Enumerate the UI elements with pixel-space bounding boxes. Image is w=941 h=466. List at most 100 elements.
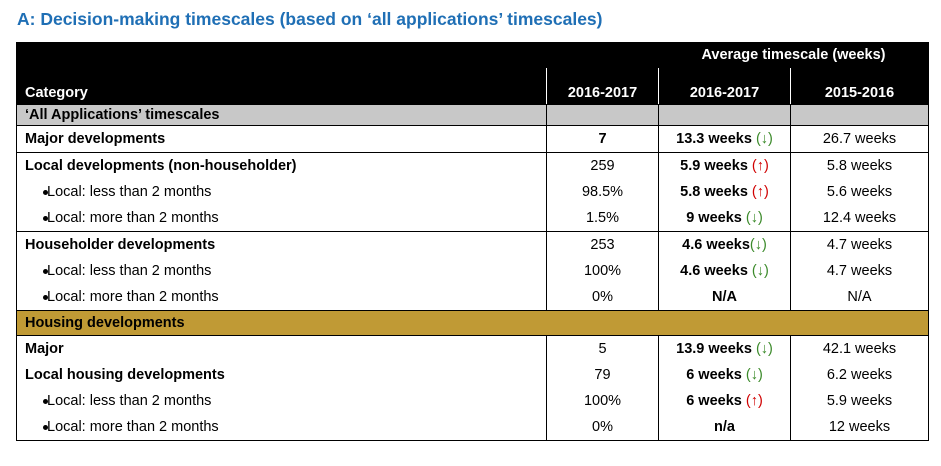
row-previous: 6.2 weeks — [790, 362, 929, 388]
row-label: Local: more than 2 months — [16, 414, 547, 441]
bullet-icon — [43, 425, 48, 430]
row-label-text: Local: more than 2 months — [47, 210, 219, 226]
row-previous: N/A — [790, 284, 929, 311]
row-previous: 26.7 weeks — [790, 125, 929, 153]
current-year-header: 2016-2017 — [658, 67, 791, 105]
row-previous: 42.1 weeks — [790, 335, 929, 362]
row-label-text: Local: more than 2 months — [47, 289, 219, 305]
table-row: Local: more than 2 months 1.5% 9 weeks (… — [16, 205, 929, 232]
previous-year-header: 2015-2016 — [790, 67, 929, 105]
row-count: 7 — [546, 125, 659, 153]
row-count: 0% — [546, 284, 659, 311]
arrow-up-icon: (↑) — [751, 184, 769, 200]
row-count: 259 — [546, 152, 659, 179]
table-row: Local: more than 2 months 0% n/a 12 week… — [16, 414, 929, 441]
header-spacer — [16, 42, 547, 68]
arrow-down-icon: (↓) — [755, 341, 773, 357]
section-row: ‘All Applications’ timescales — [16, 104, 929, 126]
table-row: Local: less than 2 months 100% 4.6 weeks… — [16, 258, 929, 284]
bullet-icon — [43, 295, 48, 300]
table-row: Local: more than 2 months 0% N/A N/A — [16, 284, 929, 311]
row-previous: 4.7 weeks — [790, 258, 929, 284]
arrow-down-icon: (↓) — [755, 131, 773, 147]
row-current: 5.8 weeks (↑) — [658, 179, 791, 205]
row-previous: 4.7 weeks — [790, 231, 929, 258]
header-row: Category 2016-2017 2016-2017 2015-2016 — [16, 67, 929, 105]
arrow-down-icon: (↓) — [751, 263, 769, 279]
row-previous: 5.9 weeks — [790, 388, 929, 414]
current-value: 4.6 weeks — [680, 263, 748, 279]
row-count: 79 — [546, 362, 659, 388]
row-current: 13.9 weeks (↓) — [658, 335, 791, 362]
row-count: 98.5% — [546, 179, 659, 205]
row-current: 4.6 weeks (↓) — [658, 258, 791, 284]
bullet-icon — [43, 269, 48, 274]
row-current: 6 weeks (↑) — [658, 388, 791, 414]
header-row-top: Average timescale (weeks) — [16, 42, 929, 68]
row-label: Local: more than 2 months — [16, 284, 547, 311]
row-label: Local housing developments — [16, 362, 547, 388]
current-value: 6 weeks — [686, 367, 742, 383]
row-previous: 12 weeks — [790, 414, 929, 441]
average-timescale-header: Average timescale (weeks) — [658, 42, 929, 68]
row-current: 6 weeks (↓) — [658, 362, 791, 388]
bullet-icon — [43, 190, 48, 195]
table-row: Major developments 7 13.3 weeks (↓) 26.7… — [16, 125, 929, 153]
section-label: Housing developments — [16, 310, 929, 336]
row-current: 4.6 weeks(↓) — [658, 231, 791, 258]
row-previous: 5.6 weeks — [790, 179, 929, 205]
arrow-down-icon: (↓) — [745, 210, 763, 226]
row-count: 5 — [546, 335, 659, 362]
table-row: Local: less than 2 months 100% 6 weeks (… — [16, 388, 929, 414]
row-count: 0% — [546, 414, 659, 441]
table-row: Local housing developments 79 6 weeks (↓… — [16, 362, 929, 388]
row-label-text: Local: less than 2 months — [47, 393, 212, 409]
current-value: 4.6 weeks — [682, 237, 750, 253]
current-value: 9 weeks — [686, 210, 742, 226]
row-current: 13.3 weeks (↓) — [658, 125, 791, 153]
row-label: Major — [16, 335, 547, 362]
row-current: n/a — [658, 414, 791, 441]
category-header: Category — [16, 67, 547, 105]
row-label: Local: less than 2 months — [16, 258, 547, 284]
bullet-icon — [43, 399, 48, 404]
table-heading: A: Decision-making timescales (based on … — [17, 9, 603, 29]
current-value: 5.9 weeks — [680, 158, 748, 174]
section-row: Housing developments — [16, 310, 929, 336]
row-count: 100% — [546, 388, 659, 414]
row-label-text: Local: less than 2 months — [47, 184, 212, 200]
table-row: Major 5 13.9 weeks (↓) 42.1 weeks — [16, 335, 929, 362]
row-previous: 5.8 weeks — [790, 152, 929, 179]
row-label-text: Local: less than 2 months — [47, 263, 212, 279]
row-current: N/A — [658, 284, 791, 311]
table-row: Local developments (non-householder) 259… — [16, 152, 929, 179]
row-label: Local developments (non-householder) — [16, 152, 547, 179]
table-row: Local: less than 2 months 98.5% 5.8 week… — [16, 179, 929, 205]
row-label: Local: more than 2 months — [16, 205, 547, 232]
current-value: 13.9 weeks — [676, 341, 752, 357]
row-label: Local: less than 2 months — [16, 388, 547, 414]
row-previous: 12.4 weeks — [790, 205, 929, 232]
row-count: 1.5% — [546, 205, 659, 232]
current-value: 13.3 weeks — [676, 131, 752, 147]
row-count: 100% — [546, 258, 659, 284]
row-current: 5.9 weeks (↑) — [658, 152, 791, 179]
arrow-up-icon: (↑) — [751, 158, 769, 174]
current-value: 6 weeks — [686, 393, 742, 409]
arrow-down-icon: (↓) — [745, 367, 763, 383]
timescales-table: Average timescale (weeks) Category 2016-… — [16, 42, 929, 441]
current-value: 5.8 weeks — [680, 184, 748, 200]
count-year-header: 2016-2017 — [546, 67, 659, 105]
section-label-text: Housing developments — [25, 315, 185, 331]
row-current: 9 weeks (↓) — [658, 205, 791, 232]
table-row: Householder developments 253 4.6 weeks(↓… — [16, 231, 929, 258]
bullet-icon — [43, 216, 48, 221]
arrow-up-icon: (↑) — [745, 393, 763, 409]
arrow-down-icon: (↓) — [749, 237, 767, 253]
row-count: 253 — [546, 231, 659, 258]
header-spacer — [546, 42, 659, 68]
row-label-text: Local: more than 2 months — [47, 419, 219, 435]
row-label: Householder developments — [16, 231, 547, 258]
row-label: Local: less than 2 months — [16, 179, 547, 205]
row-label: Major developments — [16, 125, 547, 153]
